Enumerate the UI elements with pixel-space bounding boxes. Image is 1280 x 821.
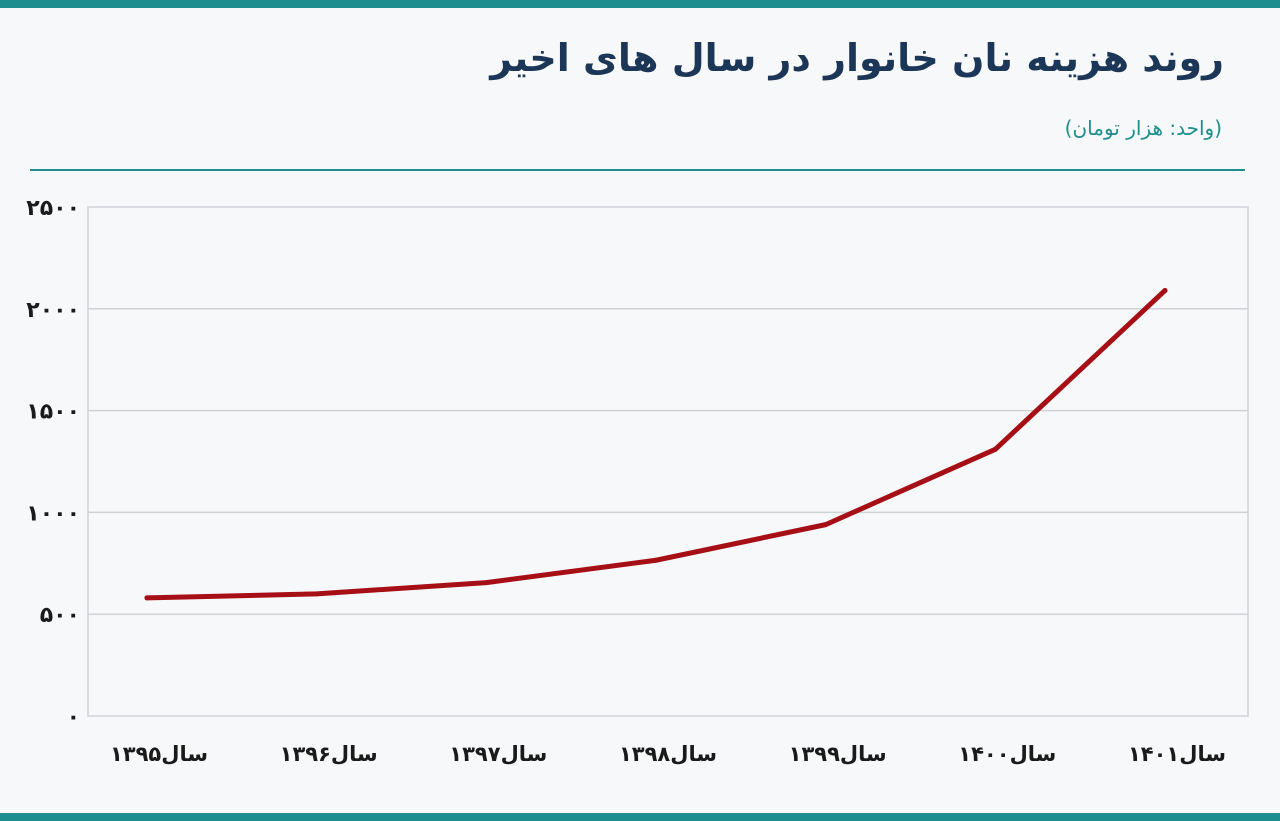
plot-frame <box>87 206 1249 717</box>
data-point <box>483 580 489 586</box>
y-tick-label: ۱۰۰۰ <box>26 501 80 526</box>
x-tick-label: سال۱۳۹۹ <box>789 742 887 766</box>
y-tick-label: ۲۵۰۰ <box>26 196 80 221</box>
series-layer <box>144 287 1168 601</box>
x-axis-ticks: سال۱۳۹۵ سال۱۳۹۶ سال۱۳۹۷ سال۱۳۹۸ سال۱۳۹۹ سال۱۴… <box>110 742 1226 766</box>
y-tick-label: ۱۵۰۰ <box>26 400 80 425</box>
x-tick-label: سال۱۳۹۸ <box>619 742 717 766</box>
data-point <box>144 595 150 601</box>
x-tick-label: سال۱۳۹۵ <box>110 742 208 766</box>
y-tick-label: ۵۰۰ <box>40 603 80 628</box>
header-divider <box>30 169 1245 171</box>
series-line <box>144 287 1168 601</box>
bottom-accent-bar <box>0 813 1280 821</box>
top-accent-bar <box>0 0 1280 8</box>
y-tick-label: ۰ <box>67 705 80 730</box>
chart-unit-subtitle: (واحد: هزار تومان) <box>1064 116 1222 140</box>
data-point <box>823 522 829 528</box>
x-tick-label: سال۱۴۰۱ <box>1128 742 1226 766</box>
x-tick-label: سال۱۳۹۷ <box>449 742 547 766</box>
data-point <box>1162 287 1168 293</box>
data-point <box>653 557 659 563</box>
data-point <box>992 446 998 452</box>
x-tick-label: سال۱۳۹۶ <box>280 742 378 766</box>
x-tick-label: سال۱۴۰۰ <box>958 742 1056 766</box>
y-tick-label: ۲۰۰۰ <box>26 298 80 323</box>
y-axis-ticks: ۰ ۵۰۰ ۱۰۰۰ ۱۵۰۰ ۲۰۰۰ ۲۵۰۰ <box>26 196 80 730</box>
gridlines <box>87 206 1249 717</box>
chart-title: روند هزینه نان خانوار در سال های اخیر <box>490 36 1224 80</box>
data-point <box>314 591 320 597</box>
